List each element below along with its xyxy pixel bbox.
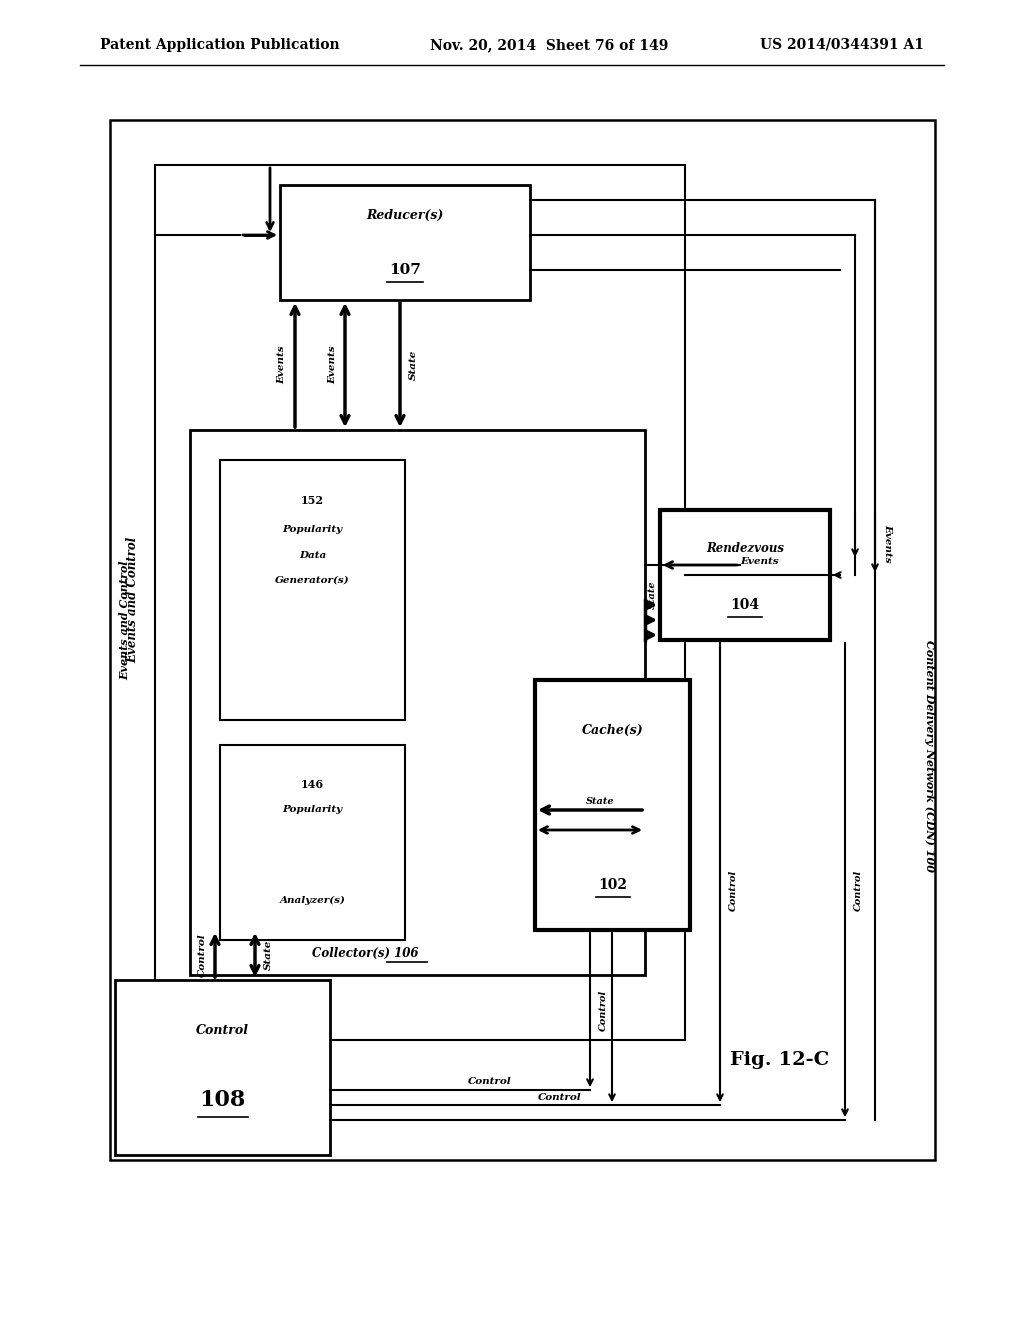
Text: 108: 108 — [200, 1089, 246, 1111]
Text: Generator(s): Generator(s) — [275, 576, 350, 585]
Text: Control: Control — [539, 1093, 582, 1102]
Bar — [660, 510, 830, 640]
Text: 152: 152 — [301, 495, 324, 506]
Text: Fig. 12-C: Fig. 12-C — [730, 1051, 829, 1069]
Text: State: State — [263, 940, 272, 970]
Text: Popularity: Popularity — [283, 805, 343, 814]
Text: Events: Events — [740, 557, 779, 566]
Bar — [220, 744, 406, 940]
Text: 146: 146 — [301, 780, 324, 791]
Text: Control: Control — [196, 1023, 249, 1036]
Text: Events: Events — [329, 346, 338, 384]
Text: Control: Control — [198, 933, 207, 977]
Text: Events and Control: Events and Control — [127, 537, 139, 663]
Text: Cache(s): Cache(s) — [582, 723, 643, 737]
Text: Control: Control — [728, 870, 737, 911]
Text: Content Delivery Network (CDN) 100: Content Delivery Network (CDN) 100 — [925, 640, 936, 873]
Text: Rendezvous: Rendezvous — [706, 541, 784, 554]
Text: 102: 102 — [598, 878, 627, 892]
Bar — [535, 680, 690, 931]
Text: State: State — [647, 581, 656, 610]
Text: Events: Events — [884, 524, 893, 562]
Bar — [115, 979, 330, 1155]
Text: Data: Data — [299, 550, 326, 560]
Text: Control: Control — [598, 990, 607, 1031]
Text: Patent Application Publication: Patent Application Publication — [100, 38, 340, 51]
Text: Control: Control — [468, 1077, 512, 1086]
Bar — [190, 430, 645, 975]
Bar — [220, 459, 406, 719]
Bar — [110, 120, 935, 1160]
Text: Nov. 20, 2014  Sheet 76 of 149: Nov. 20, 2014 Sheet 76 of 149 — [430, 38, 669, 51]
Text: State: State — [409, 350, 418, 380]
Text: US 2014/0344391 A1: US 2014/0344391 A1 — [760, 38, 924, 51]
Text: Events and Control: Events and Control — [120, 560, 130, 680]
Bar — [280, 185, 530, 300]
Text: Popularity: Popularity — [283, 525, 343, 535]
Text: State: State — [586, 797, 614, 807]
Text: Analyzer(s): Analyzer(s) — [280, 895, 345, 904]
Bar — [155, 165, 685, 1040]
Text: 107: 107 — [389, 263, 421, 277]
Text: Events: Events — [278, 346, 287, 384]
Text: Reducer(s): Reducer(s) — [367, 209, 443, 222]
Text: 104: 104 — [730, 598, 760, 612]
Text: Collector(s) 106: Collector(s) 106 — [311, 946, 418, 960]
Text: Control: Control — [853, 870, 862, 911]
